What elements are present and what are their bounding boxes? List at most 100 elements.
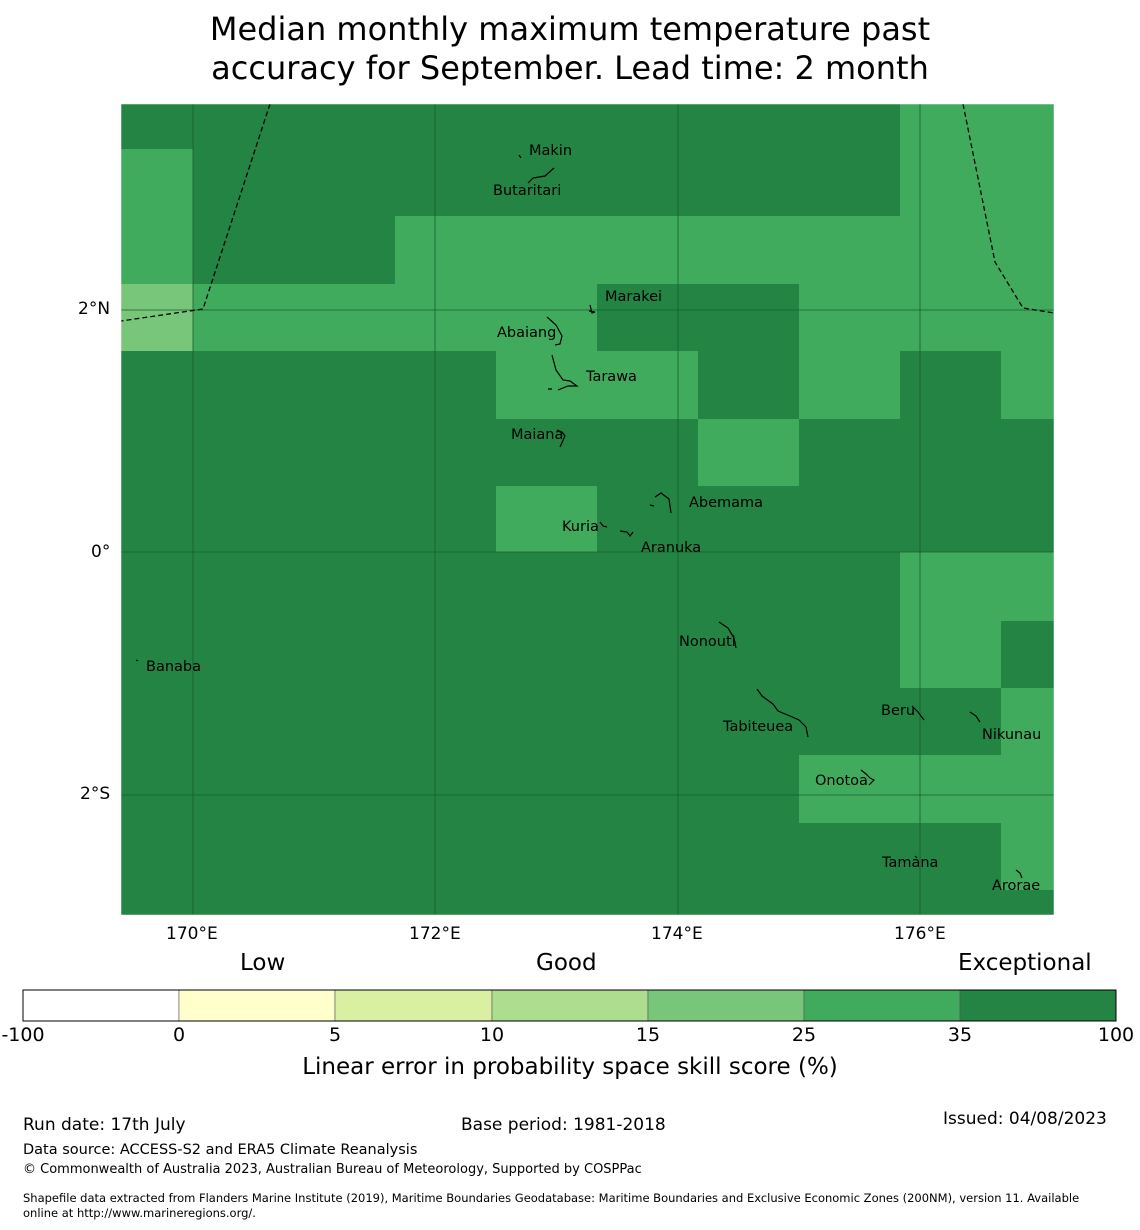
title-line-1: Median monthly maximum temperature past: [209, 10, 931, 48]
island-nonouti: [718, 621, 737, 649]
shapefile-credit-line-1: Shapefile data extracted from Flanders M…: [23, 1191, 1080, 1205]
colorbar-swatch: [803, 989, 961, 1022]
map-gridlines: [121, 104, 1054, 915]
island-tarawa: [548, 354, 579, 391]
island-maiana: [556, 429, 566, 448]
skill-cell: [121, 552, 900, 621]
colorbar-swatch: [334, 989, 493, 1022]
lat-label-2N: 2°N: [78, 299, 111, 319]
skill-cell: [799, 284, 1054, 351]
colorbar-title: Linear error in probability space skill …: [302, 1054, 838, 1080]
colorbar-swatch: [491, 989, 649, 1022]
lon-label-172E: 172°E: [409, 924, 461, 944]
skill-cell: [121, 755, 799, 823]
island-nikunau: [969, 711, 981, 723]
island-abemama: [649, 492, 672, 514]
data-source: Data source: ACCESS-S2 and ERA5 Climate …: [23, 1142, 418, 1158]
place-label: Butaritari: [493, 183, 561, 199]
place-label: Arorae: [992, 878, 1040, 894]
colorbar-swatch: [959, 989, 1117, 1022]
copyright: © Commonwealth of Australia 2023, Austra…: [23, 1162, 642, 1177]
lon-label-174E: 174°E: [651, 924, 703, 944]
place-label: Kuria: [562, 519, 599, 535]
colorbar-swatch: [647, 989, 805, 1022]
colorbar-tick: 15: [635, 1024, 661, 1046]
colorbar-outline: [22, 989, 1117, 1022]
place-label: Onotoa: [815, 773, 868, 789]
skill-cell: [121, 149, 193, 284]
island-aranuka: [619, 530, 634, 537]
skill-cell: [1001, 688, 1054, 755]
island-tamana: [914, 855, 918, 859]
island-kuria: [599, 521, 608, 528]
skill-cell: [496, 486, 597, 552]
lat-label-0: 0°: [91, 542, 111, 562]
skill-cell: [698, 351, 799, 419]
island-abaiang: [546, 316, 563, 346]
island-onotoa: [860, 769, 876, 786]
colorbar-tick: 10: [479, 1024, 505, 1046]
place-label: Marakei: [605, 289, 662, 305]
skill-cell: [121, 688, 1001, 755]
skill-cell: [799, 351, 900, 419]
skill-cell: [698, 419, 799, 486]
skill-cell: [121, 621, 900, 688]
base-period: Base period: 1981-2018: [461, 1115, 666, 1135]
skill-grid: [121, 104, 1054, 915]
colorbar-tick: 35: [947, 1024, 973, 1046]
place-label: Maiana: [511, 427, 563, 443]
issued-date: Issued: 04/08/2023: [943, 1109, 1107, 1129]
skill-cell: [1001, 351, 1054, 419]
skill-cell: [395, 216, 1054, 284]
island-makin: [518, 154, 522, 159]
skill-cell: [900, 351, 1001, 419]
skill-cell: [799, 755, 1054, 823]
island-tabiteuea: [756, 688, 809, 738]
skill-cell: [496, 351, 698, 419]
skill-cell: [121, 284, 193, 351]
place-label: Beru: [881, 703, 915, 719]
run-date: Run date: 17th July: [23, 1115, 186, 1135]
skill-cell: [121, 419, 698, 486]
skill-cell: [900, 552, 1054, 621]
shapefile-credit-line-2: online at http://www.marineregions.org/.: [23, 1206, 256, 1220]
skill-cell: [799, 419, 1054, 486]
skill-cell: [597, 486, 1054, 552]
colorbar-label-low: Low: [240, 950, 286, 976]
colorbar-tick: 5: [328, 1024, 342, 1046]
skill-cell: [193, 216, 395, 284]
colorbar-swatch: [178, 989, 336, 1022]
colorbar-tick: 100: [1097, 1024, 1135, 1046]
skill-cell: [121, 104, 900, 216]
place-label: Tamana: [881, 855, 938, 871]
place-label: Tarawa: [585, 369, 637, 385]
colorbar-swatch: [22, 989, 180, 1022]
skill-cell: [121, 823, 1001, 890]
skill-cell: [900, 104, 1054, 216]
island-banaba: [135, 659, 139, 662]
skill-cell: [900, 621, 1001, 688]
place-label: Abaiang: [497, 325, 556, 341]
place-label: Makin: [529, 143, 572, 159]
island-outlines: [135, 154, 1023, 879]
chart-title: Median monthly maximum temperature past …: [0, 10, 1140, 88]
colorbar-tick: -100: [1, 1024, 45, 1046]
colorbar-tick: 0: [172, 1024, 186, 1046]
title-line-2: accuracy for September. Lead time: 2 mon…: [211, 49, 929, 87]
eez-boundary-east: [962, 103, 1055, 314]
lat-label-2S: 2°S: [80, 784, 111, 804]
map-frame: [120, 103, 1055, 916]
skill-cell: [121, 486, 496, 552]
island-arorae: [1015, 869, 1023, 879]
place-label: Nonouti: [679, 634, 736, 650]
colorbar-label-exceptional: Exceptional: [958, 950, 1092, 976]
colorbar-label-good: Good: [536, 950, 597, 976]
lon-label-170E: 170°E: [166, 924, 218, 944]
place-label: Aranuka: [641, 540, 701, 556]
skill-cell: [1001, 823, 1054, 890]
island-marakei: [588, 304, 596, 314]
skill-cell: [121, 351, 496, 419]
eez-boundaries: [120, 103, 1055, 322]
place-labels: Makin Butaritari Marakei Abaiang Tarawa Maian…: [146, 143, 1041, 894]
